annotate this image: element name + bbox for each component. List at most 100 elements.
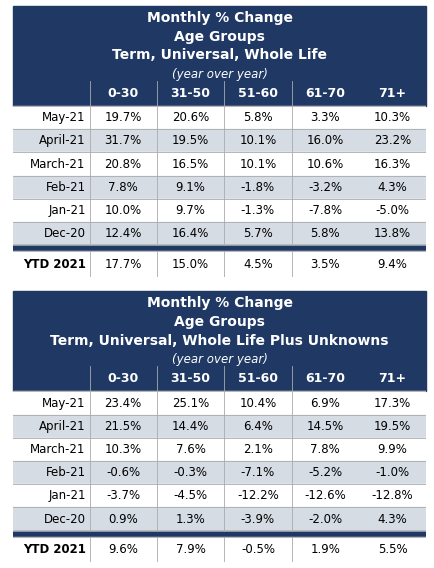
Text: 19.5%: 19.5% [373,420,410,433]
Text: 7.8%: 7.8% [108,181,138,194]
Text: 16.0%: 16.0% [306,135,343,147]
Text: -3.2%: -3.2% [308,181,342,194]
Text: May-21: May-21 [42,396,85,410]
Text: -5.0%: -5.0% [375,204,409,217]
Text: 21.5%: 21.5% [104,420,141,433]
Text: 31-50: 31-50 [170,87,210,100]
Text: 9.9%: 9.9% [377,443,407,456]
Text: 1.9%: 1.9% [309,543,339,556]
Text: 16.4%: 16.4% [171,227,209,240]
Text: 7.9%: 7.9% [175,543,205,556]
Text: 16.3%: 16.3% [373,157,410,170]
Text: 15.0%: 15.0% [171,258,209,271]
Text: 16.5%: 16.5% [171,157,209,170]
Text: 51-60: 51-60 [237,372,277,385]
Text: -12.6%: -12.6% [304,490,345,502]
Text: (year over year): (year over year) [171,353,267,366]
Text: 5.8%: 5.8% [243,111,272,124]
Text: Dec-20: Dec-20 [43,512,85,525]
Text: 20.8%: 20.8% [105,157,141,170]
Bar [13,366,425,391]
Bar [13,438,425,461]
Text: 0-30: 0-30 [107,87,138,100]
Text: Term, Universal, Whole Life: Term, Universal, Whole Life [112,48,326,62]
Bar [13,81,425,106]
Text: -0.5%: -0.5% [240,543,274,556]
Text: 10.6%: 10.6% [306,157,343,170]
Text: 23.2%: 23.2% [373,135,410,147]
Bar [13,199,425,222]
Bar [13,531,425,537]
Text: -1.3%: -1.3% [240,204,274,217]
Bar [13,152,425,176]
Bar [13,130,425,152]
Text: 17.7%: 17.7% [104,258,141,271]
Text: Feb-21: Feb-21 [46,466,85,479]
Text: Dec-20: Dec-20 [43,227,85,240]
Text: -0.6%: -0.6% [106,466,140,479]
Text: -12.8%: -12.8% [371,490,412,502]
Text: 9.4%: 9.4% [377,258,407,271]
Bar [13,176,425,199]
Text: 10.1%: 10.1% [239,157,276,170]
Text: 10.3%: 10.3% [105,443,141,456]
Text: 10.4%: 10.4% [239,396,276,410]
Text: 9.6%: 9.6% [108,543,138,556]
Text: May-21: May-21 [42,111,85,124]
Text: 0.9%: 0.9% [108,512,138,525]
Bar [13,485,425,507]
Bar [13,291,425,366]
Bar [13,245,425,252]
Text: 19.7%: 19.7% [104,111,141,124]
Text: 31-50: 31-50 [170,372,210,385]
Text: 51-60: 51-60 [237,87,277,100]
Text: 4.5%: 4.5% [243,258,272,271]
Text: 31.7%: 31.7% [104,135,141,147]
Text: Jan-21: Jan-21 [48,204,85,217]
Text: -7.8%: -7.8% [308,204,342,217]
Text: 10.1%: 10.1% [239,135,276,147]
Text: 5.7%: 5.7% [243,227,272,240]
Bar [13,415,425,438]
Text: April-21: April-21 [39,420,85,433]
Text: 3.5%: 3.5% [310,258,339,271]
Bar [13,461,425,485]
Text: 10.3%: 10.3% [373,111,410,124]
Text: 13.8%: 13.8% [373,227,410,240]
Bar [13,222,425,245]
Text: 12.4%: 12.4% [104,227,141,240]
Text: Jan-21: Jan-21 [48,490,85,502]
Text: 3.3%: 3.3% [310,111,339,124]
Text: 7.8%: 7.8% [310,443,339,456]
Text: Term, Universal, Whole Life Plus Unknowns: Term, Universal, Whole Life Plus Unknown… [50,334,388,348]
Text: -4.5%: -4.5% [173,490,207,502]
Text: 23.4%: 23.4% [104,396,141,410]
Text: 61-70: 61-70 [305,372,345,385]
Text: -1.0%: -1.0% [375,466,409,479]
Text: Monthly % Change: Monthly % Change [146,296,292,310]
Bar [13,537,425,562]
Text: YTD 2021: YTD 2021 [23,258,85,271]
Text: 19.5%: 19.5% [171,135,209,147]
Bar [13,6,425,81]
Text: -5.2%: -5.2% [308,466,342,479]
Text: Age Groups: Age Groups [174,30,264,44]
Text: 5.5%: 5.5% [377,543,407,556]
Text: -3.7%: -3.7% [106,490,140,502]
Text: Monthly % Change: Monthly % Change [146,11,292,25]
Text: 25.1%: 25.1% [171,396,209,410]
Text: 61-70: 61-70 [305,87,345,100]
Text: April-21: April-21 [39,135,85,147]
Text: 14.4%: 14.4% [171,420,209,433]
Text: 6.4%: 6.4% [243,420,272,433]
Text: 14.5%: 14.5% [306,420,343,433]
Text: 7.6%: 7.6% [175,443,205,456]
Bar [13,391,425,415]
Text: 0-30: 0-30 [107,372,138,385]
Text: 4.3%: 4.3% [377,181,407,194]
Text: -3.9%: -3.9% [240,512,274,525]
Bar [13,507,425,531]
Text: 20.6%: 20.6% [171,111,209,124]
Text: -2.0%: -2.0% [308,512,342,525]
Text: (year over year): (year over year) [171,68,267,81]
